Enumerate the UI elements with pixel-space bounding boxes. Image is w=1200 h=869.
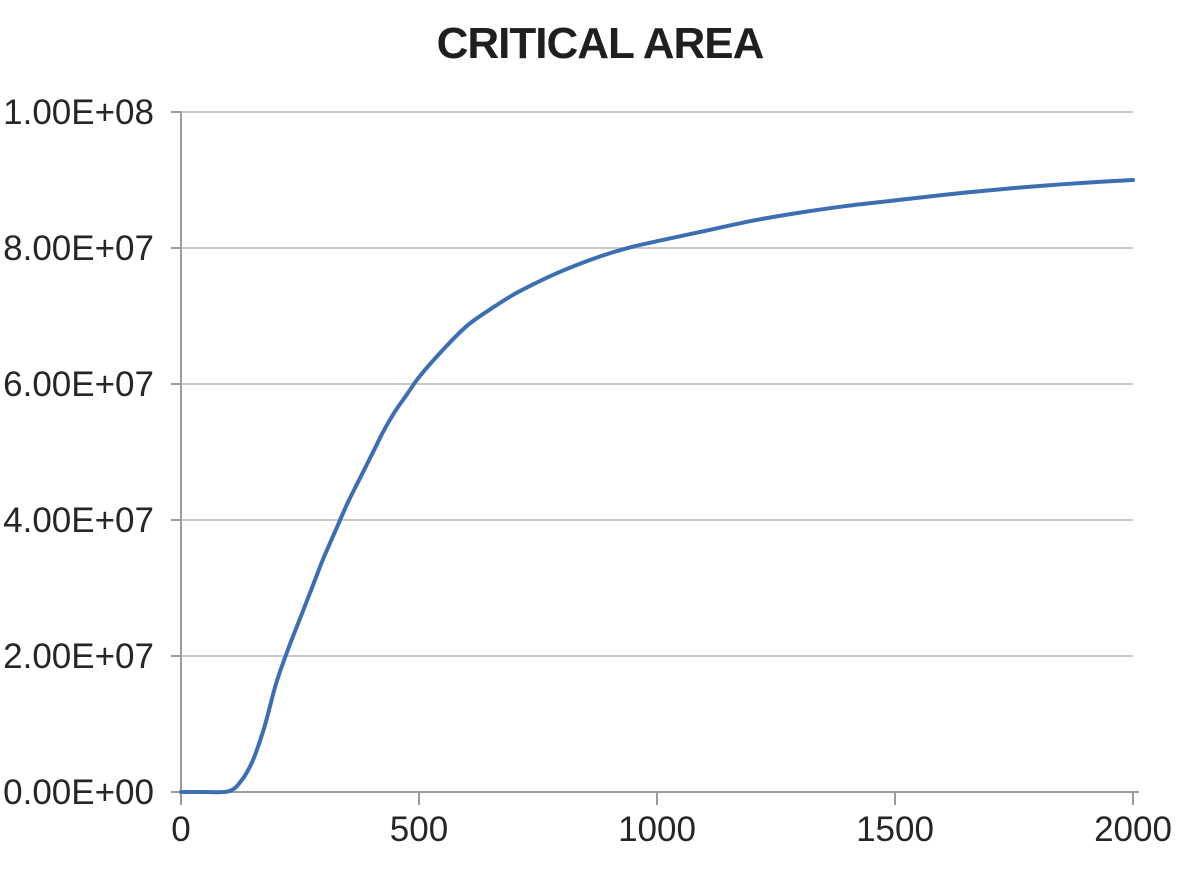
x-tick-label: 500 xyxy=(389,810,449,849)
y-tick-label: 0.00E+00 xyxy=(3,773,154,812)
chart-title: CRITICAL AREA xyxy=(436,19,765,68)
series-line xyxy=(179,178,1135,795)
y-tick-label: 8.00E+07 xyxy=(3,229,154,268)
x-tick-label: 1500 xyxy=(856,810,934,849)
y-tick-label: 6.00E+07 xyxy=(3,365,154,404)
y-tick-label: 1.00E+08 xyxy=(3,93,154,132)
x-tick-label: 1000 xyxy=(618,810,696,849)
x-tick-label: 2000 xyxy=(1094,810,1172,849)
y-tick-label: 4.00E+07 xyxy=(3,501,154,540)
x-tick-label: 0 xyxy=(171,810,191,849)
y-tick-label: 2.00E+07 xyxy=(3,637,154,676)
